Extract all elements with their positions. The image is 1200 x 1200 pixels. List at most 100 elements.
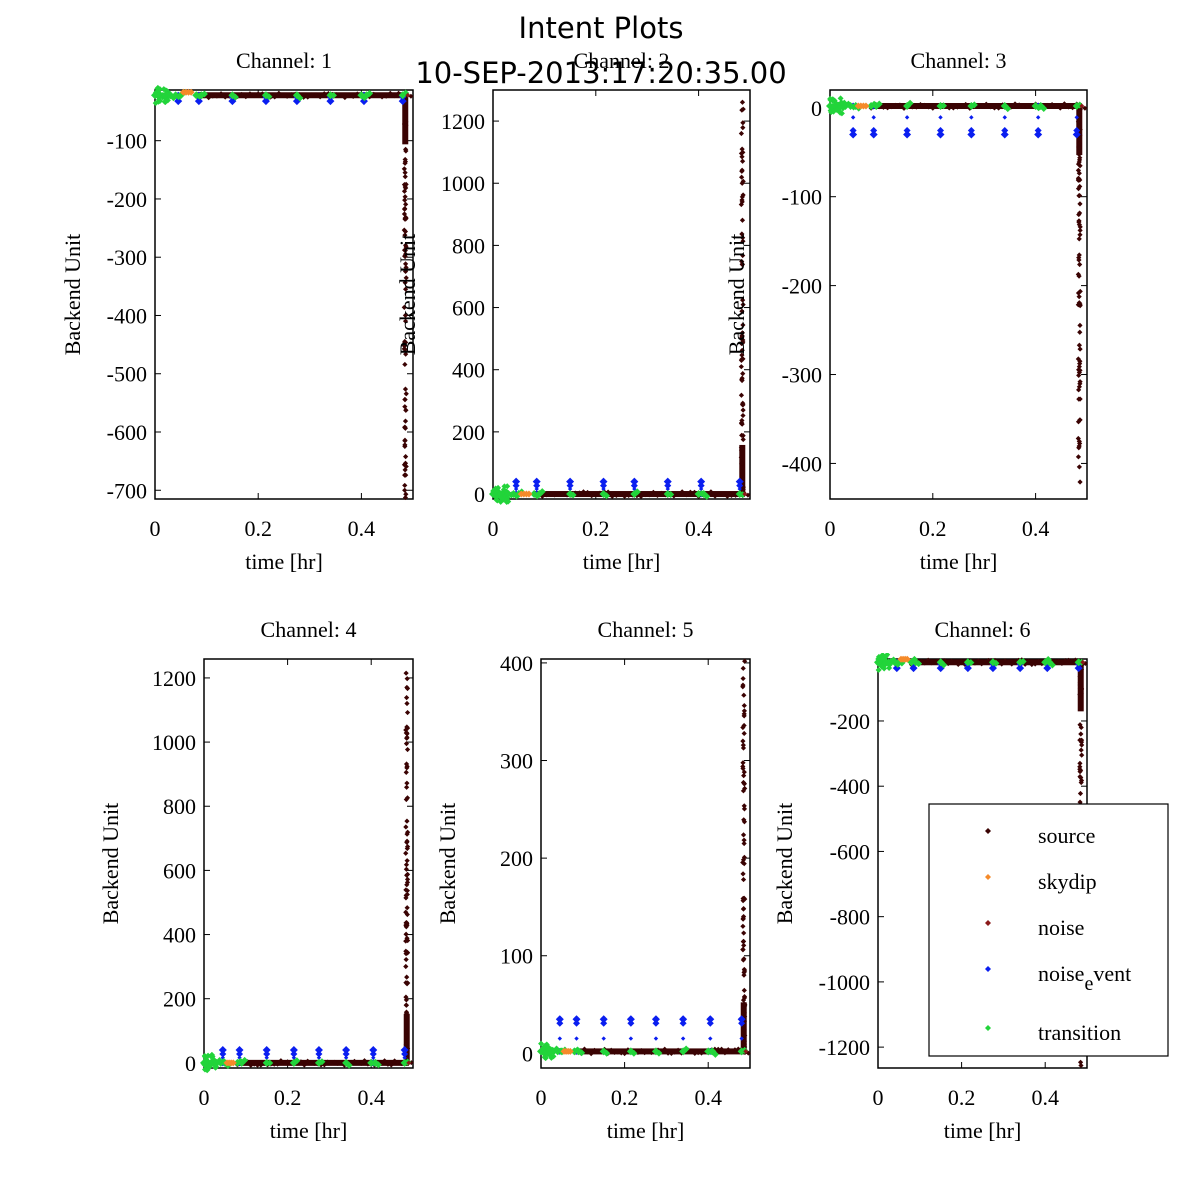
point-source xyxy=(403,351,409,357)
point-source xyxy=(675,491,681,497)
point-source xyxy=(739,168,745,174)
point-noise-event xyxy=(1035,115,1041,120)
panel-title: Channel: 3 xyxy=(911,48,1007,73)
y-tick-label: -600 xyxy=(107,420,147,445)
point-transition xyxy=(992,659,1000,667)
point-source xyxy=(404,935,410,941)
point-source xyxy=(325,1059,331,1065)
point-source xyxy=(741,806,748,812)
point-source xyxy=(401,304,407,310)
series-source-spike xyxy=(402,95,409,145)
point-source xyxy=(1059,661,1065,667)
point-source xyxy=(1076,369,1082,376)
x-tick-label: 0.4 xyxy=(357,1085,385,1110)
point-source xyxy=(338,1060,344,1066)
y-axis-label: Backend Unit xyxy=(395,234,420,356)
point-transition xyxy=(538,488,546,496)
point-source xyxy=(1075,454,1082,460)
point-source xyxy=(548,491,554,497)
point-source xyxy=(404,725,411,731)
point-source xyxy=(1032,661,1038,667)
point-transition xyxy=(293,1057,301,1065)
point-source xyxy=(738,364,744,370)
point-transition xyxy=(542,1055,549,1062)
point-source xyxy=(739,217,746,223)
point-source xyxy=(897,102,903,108)
point-skydip xyxy=(862,102,870,110)
point-noise-event xyxy=(220,1055,226,1060)
point-source xyxy=(1077,479,1083,485)
x-tick-label: 0.4 xyxy=(1031,1085,1059,1110)
point-noise-event xyxy=(697,482,705,490)
point-source xyxy=(581,1046,587,1052)
point-source xyxy=(741,930,747,936)
point-noise-event xyxy=(735,477,744,486)
point-noise xyxy=(1079,103,1085,109)
point-noise xyxy=(743,1048,749,1054)
point-source xyxy=(404,784,410,790)
point-source xyxy=(284,93,290,99)
point-source xyxy=(739,154,745,160)
point-noise-event xyxy=(262,1046,271,1055)
point-source xyxy=(276,90,282,96)
point-source xyxy=(738,392,745,398)
point-transition xyxy=(318,1058,326,1066)
point-source xyxy=(1045,102,1051,108)
point-transition xyxy=(970,101,978,109)
point-source xyxy=(288,92,294,98)
point-transition xyxy=(497,498,504,505)
point-source xyxy=(1077,790,1084,797)
point-noise-event xyxy=(698,486,704,492)
point-source xyxy=(403,286,409,292)
y-tick-label: -200 xyxy=(782,274,822,299)
point-source xyxy=(688,1049,694,1055)
point-noise-event xyxy=(400,1046,409,1055)
point-source xyxy=(280,92,286,98)
point-source xyxy=(1077,210,1083,216)
point-source xyxy=(708,489,714,495)
point-noise-event xyxy=(567,486,573,492)
point-noise-event xyxy=(566,477,575,486)
point-source xyxy=(1076,141,1083,147)
point-transition xyxy=(155,87,162,94)
point-source xyxy=(308,1060,314,1066)
point-source xyxy=(1024,104,1030,110)
point-source xyxy=(932,659,938,665)
point-source xyxy=(403,119,409,125)
point-source xyxy=(401,166,407,172)
point-source xyxy=(1076,294,1082,300)
point-transition xyxy=(1048,661,1056,669)
point-noise-event xyxy=(533,482,541,490)
point-transition xyxy=(1004,105,1012,113)
point-source xyxy=(608,1047,614,1053)
point-noise-event xyxy=(237,1055,242,1060)
point-source xyxy=(247,91,253,97)
point-source xyxy=(405,844,411,850)
point-transition xyxy=(200,90,208,98)
point-transition xyxy=(1019,657,1027,665)
point-source xyxy=(715,1046,721,1052)
point-source xyxy=(725,1047,731,1053)
y-axis-label: Backend Unit xyxy=(772,803,797,925)
point-source xyxy=(1076,151,1082,158)
point-source xyxy=(996,105,1002,111)
point-source xyxy=(740,125,746,131)
point-noise-event xyxy=(566,482,574,490)
point-noise-event xyxy=(398,97,407,106)
legend-label: source xyxy=(1038,823,1095,848)
point-source xyxy=(402,487,408,493)
point-source xyxy=(1079,742,1085,748)
point-source xyxy=(404,818,410,824)
point-source xyxy=(392,1058,398,1064)
point-source xyxy=(210,93,216,99)
point-source xyxy=(979,103,985,109)
point-transition xyxy=(374,1061,382,1069)
point-source xyxy=(724,493,730,499)
point-transition xyxy=(630,1049,638,1057)
point-source xyxy=(955,662,961,668)
y-tick-label: -1200 xyxy=(819,1035,870,1060)
point-noise-event xyxy=(599,477,608,486)
point-source xyxy=(740,738,746,744)
point-source xyxy=(959,658,965,664)
point-source xyxy=(1005,659,1011,665)
